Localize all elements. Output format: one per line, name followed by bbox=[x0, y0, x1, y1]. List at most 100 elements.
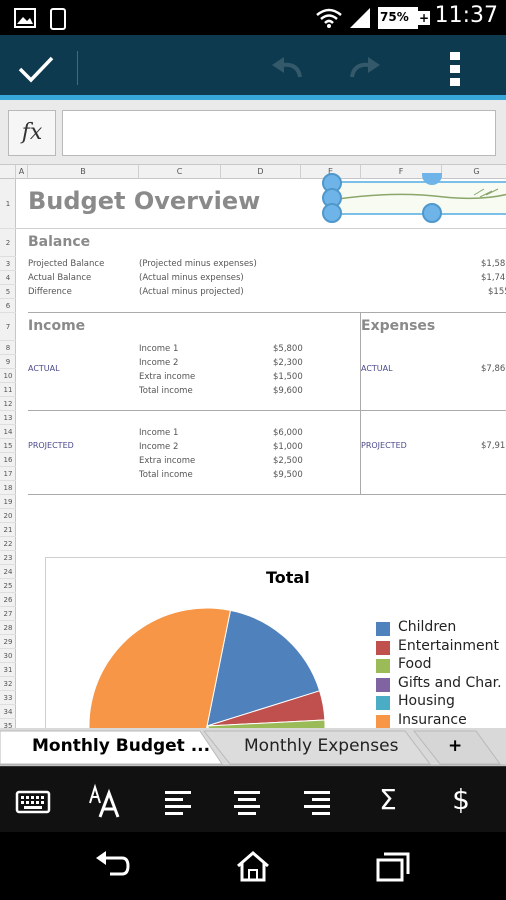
expenses-actual-label[interactable]: ACTUAL bbox=[361, 364, 393, 373]
income-projected-label[interactable]: PROJECTED bbox=[28, 441, 74, 450]
income-item-label[interactable]: Income 2 bbox=[139, 442, 179, 452]
overflow-menu-icon[interactable] bbox=[449, 51, 461, 87]
back-icon[interactable] bbox=[94, 850, 130, 882]
income-item-label[interactable]: Total income bbox=[139, 386, 193, 396]
row-header[interactable]: 2 bbox=[0, 229, 16, 257]
expenses-projected-value[interactable]: $7,915 bbox=[481, 441, 506, 451]
row-header[interactable]: 18 bbox=[0, 481, 16, 495]
row-header[interactable]: 12 bbox=[0, 397, 16, 411]
column-header[interactable]: E bbox=[301, 165, 361, 179]
pie-chart[interactable]: Total Children Entertainment Food Gifts and… bbox=[45, 557, 506, 728]
balance-value[interactable]: $1,740 bbox=[481, 273, 506, 283]
row-header[interactable]: 22 bbox=[0, 537, 16, 551]
row-header[interactable]: 32 bbox=[0, 677, 16, 691]
row-header[interactable]: 3 bbox=[0, 257, 16, 271]
income-heading[interactable]: Income bbox=[28, 318, 86, 334]
row-header[interactable]: 6 bbox=[0, 299, 16, 313]
income-item-value[interactable]: $2,500 bbox=[273, 456, 303, 466]
row-header[interactable]: 13 bbox=[0, 411, 16, 425]
balance-label[interactable]: Projected Balance bbox=[28, 259, 105, 269]
font-size-icon[interactable] bbox=[88, 783, 124, 819]
row-header[interactable]: 31 bbox=[0, 663, 16, 677]
row-header[interactable]: 25 bbox=[0, 579, 16, 593]
income-item-value[interactable]: $5,800 bbox=[273, 344, 303, 354]
row-header[interactable]: 9 bbox=[0, 355, 16, 369]
row-header[interactable]: 7 bbox=[0, 313, 16, 341]
balance-value[interactable]: $1,585 bbox=[481, 259, 506, 269]
recent-apps-icon[interactable] bbox=[376, 850, 410, 882]
income-item-label[interactable]: Income 2 bbox=[139, 358, 179, 368]
balance-label[interactable]: Difference bbox=[28, 287, 72, 297]
income-item-label[interactable]: Extra income bbox=[139, 456, 196, 466]
income-item-value[interactable]: $1,500 bbox=[273, 372, 303, 382]
income-item-label[interactable]: Income 1 bbox=[139, 344, 179, 354]
row-header[interactable]: 27 bbox=[0, 607, 16, 621]
row-header[interactable]: 16 bbox=[0, 453, 16, 467]
sum-icon[interactable]: Σ bbox=[379, 783, 397, 816]
row-header[interactable]: 4 bbox=[0, 271, 16, 285]
fx-button[interactable]: fx bbox=[8, 110, 56, 156]
align-center-icon[interactable] bbox=[229, 783, 265, 819]
income-item-value[interactable]: $9,600 bbox=[273, 386, 303, 396]
row-header[interactable]: 24 bbox=[0, 565, 16, 579]
row-header[interactable]: 11 bbox=[0, 383, 16, 397]
currency-icon[interactable]: $ bbox=[452, 783, 470, 816]
balance-desc[interactable]: (Actual minus expenses) bbox=[139, 273, 244, 283]
row-header[interactable]: 21 bbox=[0, 523, 16, 537]
income-item-value[interactable]: $6,000 bbox=[273, 428, 303, 438]
balance-label[interactable]: Actual Balance bbox=[28, 273, 92, 283]
undo-icon[interactable] bbox=[270, 57, 304, 81]
income-actual-label[interactable]: ACTUAL bbox=[28, 364, 60, 373]
page-title[interactable]: Budget Overview bbox=[28, 187, 261, 215]
column-header[interactable]: D bbox=[221, 165, 301, 179]
tab-monthly-expenses[interactable]: Monthly Expenses bbox=[244, 736, 399, 756]
redo-icon[interactable] bbox=[348, 57, 382, 81]
row-header[interactable]: 30 bbox=[0, 649, 16, 663]
expenses-heading[interactable]: Expenses bbox=[361, 318, 436, 334]
resize-handle[interactable] bbox=[322, 203, 342, 223]
income-item-label[interactable]: Income 1 bbox=[139, 428, 179, 438]
row-header[interactable]: 28 bbox=[0, 621, 16, 635]
expenses-actual-value[interactable]: $7,860 bbox=[481, 364, 506, 374]
tab-monthly-budget[interactable]: Monthly Budget ... bbox=[32, 736, 211, 756]
resize-handle[interactable] bbox=[422, 173, 442, 185]
home-icon[interactable] bbox=[236, 850, 270, 882]
income-item-label[interactable]: Total income bbox=[139, 470, 193, 480]
row-header[interactable]: 19 bbox=[0, 495, 16, 509]
column-header[interactable]: C bbox=[139, 165, 221, 179]
row-header[interactable]: 1 bbox=[0, 179, 16, 229]
income-item-label[interactable]: Extra income bbox=[139, 372, 196, 382]
row-header[interactable]: 23 bbox=[0, 551, 16, 565]
row-header[interactable]: 10 bbox=[0, 369, 16, 383]
row-header[interactable]: 29 bbox=[0, 635, 16, 649]
row-header[interactable]: 20 bbox=[0, 509, 16, 523]
align-right-icon[interactable] bbox=[297, 783, 333, 819]
balance-desc[interactable]: (Projected minus expenses) bbox=[139, 259, 257, 269]
column-header[interactable]: B bbox=[28, 165, 139, 179]
income-item-value[interactable]: $1,000 bbox=[273, 442, 303, 452]
keyboard-icon[interactable] bbox=[15, 783, 51, 819]
row-header[interactable]: 34 bbox=[0, 705, 16, 719]
row-header[interactable]: 14 bbox=[0, 425, 16, 439]
expenses-projected-label[interactable]: PROJECTED bbox=[361, 441, 407, 450]
column-header[interactable]: G bbox=[442, 165, 506, 179]
balance-desc[interactable]: (Actual minus projected) bbox=[139, 287, 244, 297]
row-header[interactable]: 5 bbox=[0, 285, 16, 299]
embedded-image[interactable] bbox=[332, 181, 506, 215]
column-header[interactable]: F bbox=[361, 165, 442, 179]
align-left-icon[interactable] bbox=[162, 783, 198, 819]
balance-heading[interactable]: Balance bbox=[28, 234, 91, 250]
row-header[interactable]: 15 bbox=[0, 439, 16, 453]
add-sheet-button[interactable]: + bbox=[448, 736, 463, 756]
formula-input[interactable] bbox=[62, 110, 496, 156]
balance-value[interactable]: $155 bbox=[488, 287, 506, 297]
row-header[interactable]: 26 bbox=[0, 593, 16, 607]
row-header[interactable]: 8 bbox=[0, 341, 16, 355]
check-icon[interactable] bbox=[18, 55, 54, 83]
resize-handle[interactable] bbox=[422, 203, 442, 223]
income-item-value[interactable]: $2,300 bbox=[273, 358, 303, 368]
row-header[interactable]: 33 bbox=[0, 691, 16, 705]
row-header[interactable]: 17 bbox=[0, 467, 16, 481]
column-header[interactable]: A bbox=[16, 165, 28, 179]
row-header[interactable]: 35 bbox=[0, 719, 16, 728]
